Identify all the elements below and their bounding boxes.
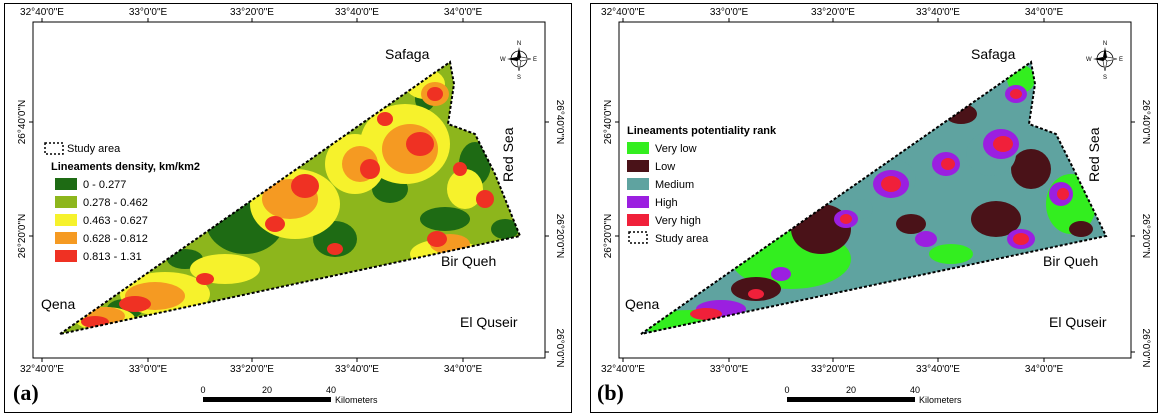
lon-label-bottom: 33°0'0"E [710, 364, 749, 375]
lon-label-top: 32°40'0"E [20, 7, 64, 18]
lat-label-right: 26°20'0"N [1140, 214, 1151, 259]
panel-letter: (a) [13, 380, 39, 405]
lat-label-left: 26°20'0"N [17, 214, 28, 259]
lat-label-right: 26°20'0"N [554, 214, 565, 259]
map-panel-b: 32°40'0"E 33°0'0"E 33°20'0"E 33°40'0"E 3… [590, 3, 1158, 413]
lat-label-left: 26°20'0"N [603, 214, 614, 259]
place-label-qena: Qena [625, 296, 659, 312]
legend-swatch [627, 178, 649, 190]
legend-study-area-label: Study area [67, 143, 121, 155]
lat-label-right: 26°40'0"N [1140, 100, 1151, 145]
legend-title: Lineaments density, km/km2 [51, 161, 200, 173]
lon-label-top: 33°40'0"E [335, 7, 379, 18]
map-panel-a: 32°40'0"E 33°0'0"E 33°20'0"E 33°40'0"E 3… [4, 3, 572, 413]
place-label-safaga: Safaga [385, 46, 430, 62]
lon-label-top: 33°40'0"E [916, 7, 960, 18]
lat-label-left: 26°40'0"N [17, 100, 28, 145]
legend-swatch [627, 160, 649, 172]
compass-e: E [1119, 57, 1123, 63]
scale-tick-label: 20 [262, 385, 272, 395]
legend-item-label: Low [655, 161, 675, 173]
lon-label-bottom: 33°40'0"E [335, 364, 379, 375]
scale-unit: Kilometers [335, 395, 378, 405]
legend-swatch [55, 250, 77, 262]
legend-study-area-label: Study area [655, 233, 709, 245]
legend-swatch [627, 196, 649, 208]
compass-n: N [517, 41, 521, 47]
legend-item-label: High [655, 197, 678, 209]
lon-label-bottom: 34°0'0"E [1025, 364, 1064, 375]
legend-swatch [55, 214, 77, 226]
legend-swatch [627, 214, 649, 226]
compass-w: W [500, 57, 506, 63]
legend-item-label: Very low [655, 143, 697, 155]
legend-item-label: 0.463 - 0.627 [83, 215, 148, 227]
legend-title: Lineaments potentiality rank [627, 125, 777, 137]
legend-item-label: 0.813 - 1.31 [83, 251, 142, 263]
legend-swatch [627, 142, 649, 154]
lat-label-right: 26°40'0"N [554, 100, 565, 145]
legend-study-area-swatch [628, 231, 648, 244]
lon-label-top: 33°20'0"E [811, 7, 855, 18]
compass-n: N [1103, 41, 1107, 47]
legend-item-label: 0.278 - 0.462 [83, 197, 148, 209]
lon-label-top: 34°0'0"E [1025, 7, 1064, 18]
scale-bar: 0 20 40 Kilometers [784, 385, 962, 405]
legend-swatch [55, 232, 77, 244]
compass-s: S [517, 75, 521, 81]
lon-label-top: 33°0'0"E [129, 7, 168, 18]
legend: Study area Lineaments density, km/km2 0 … [44, 142, 200, 263]
place-label-el-quseir: El Quseir [460, 314, 518, 330]
lat-label-right: 26°0'0"N [1140, 329, 1151, 368]
legend-item-label: 0.628 - 0.812 [83, 233, 148, 245]
north-arrow-icon: N S E W [500, 41, 537, 81]
scale-bar: 0 20 40 Kilometers [200, 385, 378, 405]
place-label-red-sea: Red Sea [1086, 127, 1102, 182]
place-label-red-sea: Red Sea [500, 127, 516, 182]
density-raster [60, 62, 520, 334]
scale-unit: Kilometers [919, 395, 962, 405]
legend-item-label: Very high [655, 215, 701, 227]
place-label-safaga: Safaga [971, 46, 1016, 62]
legend-study-area-swatch [44, 142, 64, 155]
lon-label-bottom: 32°40'0"E [20, 364, 64, 375]
lon-label-top: 33°20'0"E [230, 7, 274, 18]
study-area-boundary [59, 60, 522, 335]
scale-tick-label: 0 [200, 385, 205, 395]
place-label-el-quseir: El Quseir [1049, 314, 1107, 330]
north-arrow-icon: N S E W [1086, 41, 1123, 81]
legend-item-label: 0 - 0.277 [83, 179, 126, 191]
scale-tick-label: 20 [846, 385, 856, 395]
scale-tick-label: 40 [910, 385, 920, 395]
place-label-bir-queh: Bir Queh [1043, 253, 1098, 269]
legend: Lineaments potentiality rank Very low Lo… [627, 125, 777, 245]
study-area-boundary [640, 60, 1108, 335]
lat-label-right: 26°0'0"N [554, 329, 565, 368]
compass-s: S [1103, 75, 1107, 81]
lat-label-left: 26°40'0"N [603, 100, 614, 145]
compass-w: W [1086, 57, 1092, 63]
lon-label-bottom: 33°0'0"E [129, 364, 168, 375]
map-a-svg: 32°40'0"E 33°0'0"E 33°20'0"E 33°40'0"E 3… [13, 7, 565, 405]
lon-label-top: 32°40'0"E [601, 7, 645, 18]
lon-label-bottom: 33°20'0"E [811, 364, 855, 375]
lon-label-bottom: 34°0'0"E [444, 364, 483, 375]
place-label-qena: Qena [41, 296, 75, 312]
scale-tick-label: 0 [784, 385, 789, 395]
lon-label-top: 33°0'0"E [710, 7, 749, 18]
compass-e: E [533, 57, 537, 63]
lon-label-bottom: 32°40'0"E [601, 364, 645, 375]
panel-letter: (b) [597, 380, 624, 405]
legend-item-label: Medium [655, 179, 694, 191]
scale-tick-label: 40 [326, 385, 336, 395]
legend-swatch [55, 196, 77, 208]
lon-label-bottom: 33°20'0"E [230, 364, 274, 375]
lon-label-top: 34°0'0"E [444, 7, 483, 18]
legend-swatch [55, 178, 77, 190]
frame-ticks [615, 18, 1135, 362]
frame-ticks [29, 18, 549, 362]
map-b-svg: 32°40'0"E 33°0'0"E 33°20'0"E 33°40'0"E 3… [597, 7, 1151, 405]
lon-label-bottom: 33°40'0"E [916, 364, 960, 375]
place-label-bir-queh: Bir Queh [441, 253, 496, 269]
